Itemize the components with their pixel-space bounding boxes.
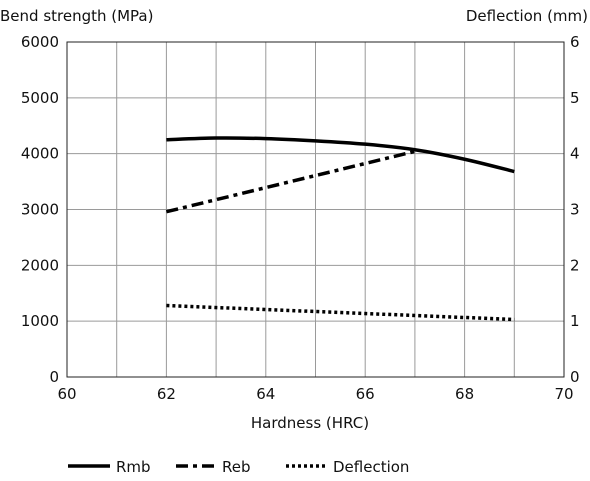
y-right-tick-label: 6: [570, 33, 580, 51]
legend-label-reb: Reb: [222, 458, 251, 476]
x-tick-label: 70: [554, 385, 573, 403]
y-right-tick-label: 1: [570, 312, 580, 330]
y-left-tick-label: 3000: [21, 201, 59, 219]
series-line-rmb: [166, 136, 515, 174]
series-line-reb: [165, 149, 416, 214]
series: [165, 136, 515, 322]
legend-label-rmb: Rmb: [116, 458, 151, 476]
x-tick-label: 62: [157, 385, 176, 403]
legend-label-deflection: Deflection: [333, 458, 409, 476]
x-axis-title: Hardness (HRC): [251, 414, 369, 432]
plot-frame: [66, 41, 565, 378]
y-right-tick-label: 5: [570, 89, 580, 107]
y-left-tick-label: 1000: [21, 312, 59, 330]
x-tick-label: 66: [356, 385, 375, 403]
tick-labels: 60 62 64 66 68 700100020003000400050006000012…: [21, 33, 580, 403]
y-right-tick-label: 0: [570, 368, 580, 386]
series-line-deflection: [166, 303, 515, 322]
y-left-tick-label: 0: [49, 368, 59, 386]
y-axis-right-title: Deflection (mm): [466, 7, 588, 25]
y-axis-left-title: Bend strength (MPa): [0, 7, 153, 25]
y-left-tick-label: 5000: [21, 89, 59, 107]
x-tick-label: 60: [57, 385, 76, 403]
legend: Rmb Reb Deflection: [68, 458, 409, 476]
y-left-tick-label: 6000: [21, 33, 59, 51]
x-tick-label: 64: [256, 385, 275, 403]
y-right-tick-label: 4: [570, 145, 580, 163]
y-right-tick-label: 2: [570, 256, 580, 274]
y-left-tick-label: 2000: [21, 256, 59, 274]
y-right-tick-label: 3: [570, 201, 580, 219]
y-left-tick-label: 4000: [21, 145, 59, 163]
grid: [66, 41, 565, 378]
x-tick-label: 68: [455, 385, 474, 403]
